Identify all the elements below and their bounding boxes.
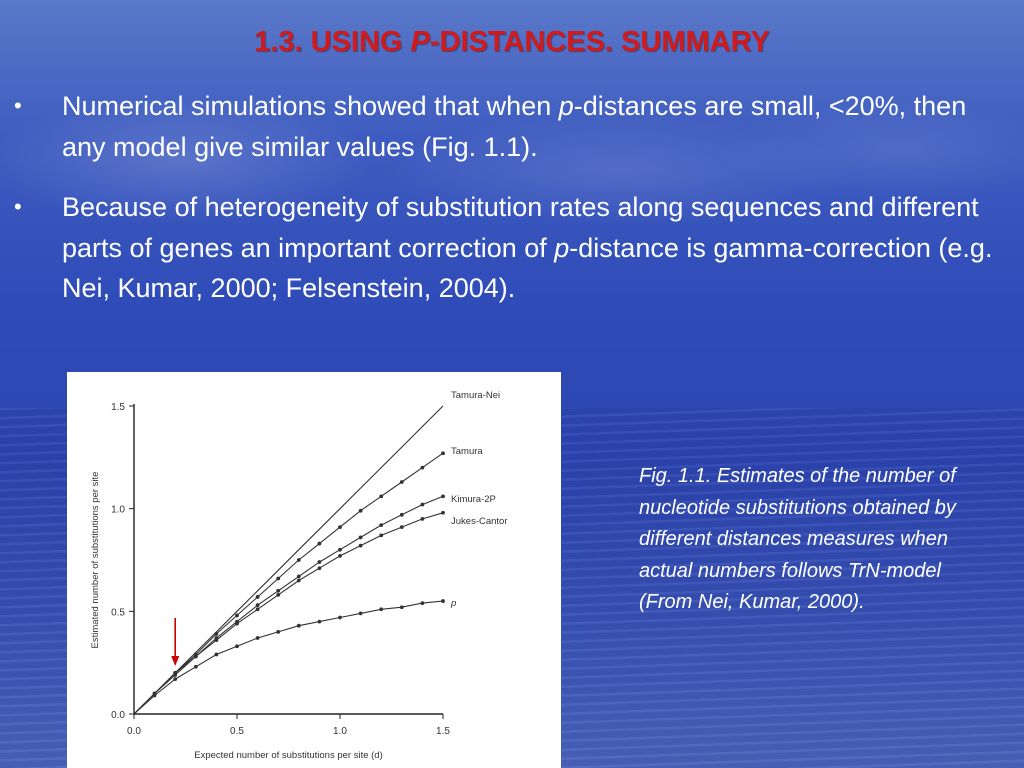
bullet-item: • Numerical simulations showed that when… — [14, 86, 1014, 167]
data-point — [255, 603, 260, 608]
x-tick-label: 0.0 — [127, 726, 141, 737]
bullet-marker: • — [14, 93, 22, 118]
figure-caption: Fig. 1.1. Estimates of the number of nuc… — [639, 465, 956, 613]
data-point — [441, 599, 445, 603]
data-point — [358, 535, 363, 540]
y-axis-label: Estimated number of substitutions per si… — [90, 472, 101, 649]
y-tick-label: 0.0 — [111, 710, 125, 721]
data-point — [193, 654, 198, 659]
data-point — [276, 629, 281, 634]
bullet-italic: p — [554, 232, 570, 263]
data-point — [255, 595, 260, 599]
data-point — [235, 613, 239, 618]
data-point — [379, 523, 384, 527]
data-point — [420, 465, 425, 470]
series-line — [133, 512, 444, 715]
data-point — [193, 664, 198, 669]
data-point — [358, 508, 363, 513]
data-point — [338, 525, 342, 530]
data-point — [214, 632, 219, 636]
data-point — [317, 566, 322, 571]
bullet-text: Because of heterogeneity of substitution… — [62, 192, 979, 263]
data-point — [441, 494, 445, 499]
figure-panel: 0.0 0.5 1.0 1.5 0.0 0.5 1.0 1.5 Expected number … — [67, 372, 561, 768]
data-point — [399, 525, 404, 530]
data-point — [296, 623, 301, 628]
title-suffix: -DISTANCES. SUMMARY — [429, 26, 770, 58]
data-point — [276, 588, 281, 593]
data-point — [235, 621, 239, 626]
series-label: Kimura-2P — [451, 494, 496, 505]
data-point — [152, 693, 157, 698]
x-axis-label: Expected number of substitutions per sit… — [194, 750, 383, 761]
bullet-italic: p — [558, 91, 574, 121]
series-line — [133, 452, 444, 715]
annotation-arrow-head — [171, 656, 180, 666]
data-point — [338, 553, 342, 558]
data-point — [441, 510, 445, 515]
data-point — [296, 558, 301, 562]
bullet-list: • Numerical simulations showed that when… — [14, 86, 1014, 329]
data-point — [317, 541, 322, 546]
data-point — [379, 533, 384, 538]
series-line — [133, 405, 444, 715]
y-tick-label: 1.5 — [111, 402, 125, 413]
slide-title: 1.3. USING P-DISTANCES. SUMMARY — [0, 26, 1024, 59]
series-label: Tamura-Nei — [451, 390, 500, 401]
series-line — [133, 495, 444, 715]
bullet-marker: • — [14, 194, 22, 219]
data-point — [379, 607, 384, 612]
data-point — [296, 578, 301, 583]
data-point — [173, 673, 178, 677]
data-point — [255, 636, 260, 640]
data-point — [420, 517, 425, 521]
data-point — [255, 607, 260, 612]
bullet-text: -distance is gamma-correction (e.g. Nei,… — [62, 232, 993, 304]
data-point — [296, 574, 301, 579]
bullet-item: • Because of heterogeneity of substitutio… — [14, 187, 1014, 309]
data-point — [214, 652, 219, 657]
title-italic: P — [410, 26, 430, 58]
data-point — [420, 502, 425, 507]
data-point — [338, 615, 342, 620]
x-tick-label: 1.0 — [333, 726, 347, 737]
data-point — [173, 677, 178, 681]
data-point — [317, 560, 322, 564]
data-point — [399, 480, 404, 484]
data-point — [358, 543, 363, 548]
data-point — [358, 611, 363, 616]
series-label: p — [450, 598, 456, 609]
data-point — [276, 593, 281, 597]
series-label: Tamura — [451, 446, 483, 457]
series-line — [133, 600, 444, 715]
bullet-text: Numerical simulations showed that when — [62, 91, 559, 121]
data-point — [214, 638, 219, 642]
data-point — [379, 494, 384, 499]
data-point — [441, 451, 445, 456]
data-point — [399, 512, 404, 517]
bullet-text: -distances are small, <20%, then any mod… — [62, 91, 967, 162]
y-tick-label: 0.5 — [111, 607, 125, 618]
data-point — [317, 619, 322, 624]
x-tick-label: 1.5 — [436, 726, 450, 737]
x-tick-label: 0.5 — [230, 726, 244, 737]
data-point — [399, 605, 404, 610]
data-point — [276, 576, 281, 581]
title-prefix: 1.3. USING — [254, 26, 411, 58]
data-point — [420, 601, 425, 606]
series-label: Jukes-Cantor — [451, 516, 508, 527]
data-point — [235, 644, 239, 649]
substitutions-chart: 0.0 0.5 1.0 1.5 0.0 0.5 1.0 1.5 Expected number … — [90, 390, 508, 761]
data-point — [338, 547, 342, 552]
y-tick-label: 1.0 — [111, 505, 125, 516]
